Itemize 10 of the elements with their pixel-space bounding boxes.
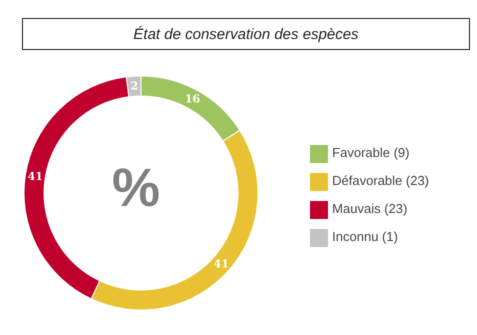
legend-label: Mauvais (23) xyxy=(332,201,408,216)
legend-label: Inconnu (1) xyxy=(332,229,398,244)
chart-title: État de conservation des espèces xyxy=(22,18,470,50)
data-label: 41 xyxy=(214,257,229,270)
legend-label: Favorable (9) xyxy=(332,145,410,160)
data-label: 16 xyxy=(184,92,201,106)
data-label: 2 xyxy=(130,80,138,93)
legend-label: Défavorable (23) xyxy=(332,173,429,188)
data-label: 41 xyxy=(28,170,43,183)
text: % xyxy=(112,158,160,218)
